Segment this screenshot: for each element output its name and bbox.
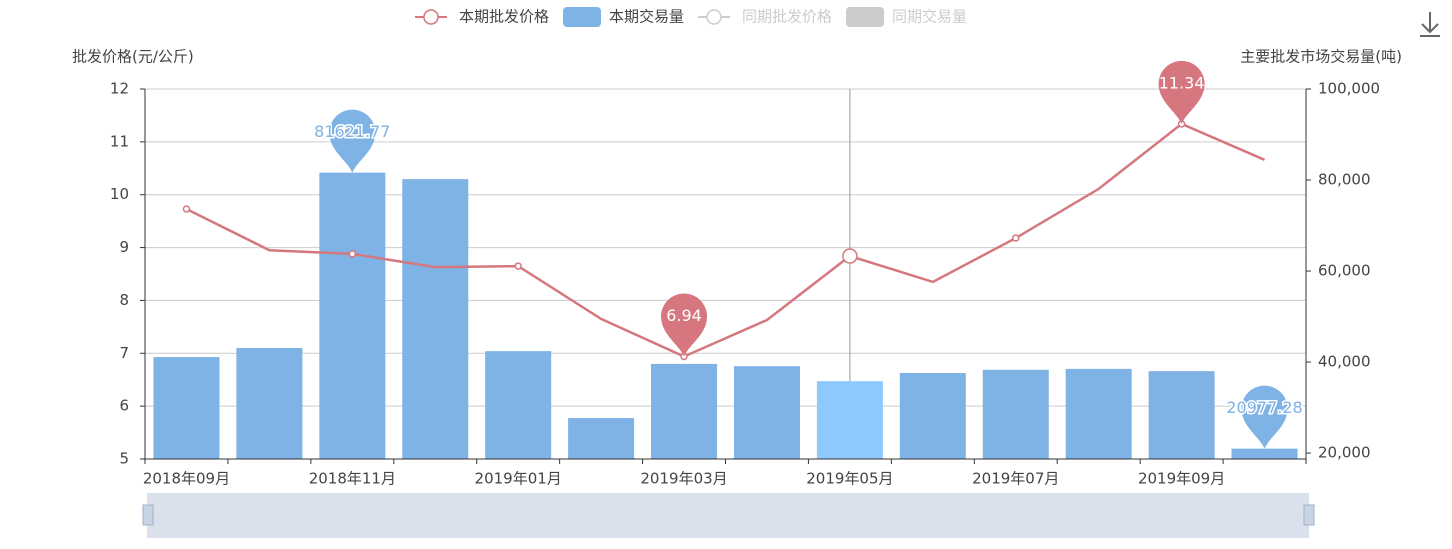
- y-tick-label: 10: [110, 185, 129, 203]
- marker-pin: [661, 293, 708, 357]
- line-point: [182, 205, 191, 213]
- x-tick-label: 2018年11月: [309, 470, 396, 488]
- data-zoom-slider[interactable]: [147, 493, 1309, 538]
- x-tick-label: 2019年09月: [1138, 470, 1225, 488]
- legend-label[interactable]: 同期批发价格: [742, 8, 832, 26]
- y2-tick-label: 100,000: [1318, 80, 1380, 98]
- bar: [319, 172, 386, 459]
- y2-axis-label: 主要批发市场交易量(吨): [1240, 48, 1402, 66]
- marker-pin: [1241, 385, 1288, 449]
- bar: [982, 369, 1049, 459]
- bar: [1065, 368, 1132, 459]
- bar: [402, 179, 469, 459]
- legend-icon: [706, 9, 722, 25]
- y2-tick-label: 40,000: [1318, 353, 1371, 371]
- x-tick-label: 2019年03月: [640, 470, 727, 488]
- y-tick-label: 7: [119, 344, 129, 362]
- line-point: [514, 262, 522, 270]
- y-tick-label: 6: [119, 397, 129, 415]
- zoom-handle-right[interactable]: [1303, 504, 1315, 526]
- y2-tick-label: 20,000: [1318, 444, 1371, 462]
- marker-label: 20977.28: [1226, 398, 1302, 417]
- line-point: [348, 250, 357, 258]
- legend-icon: [846, 7, 885, 27]
- marker-label: 11.34: [1159, 73, 1205, 92]
- bar: [153, 357, 220, 459]
- x-tick-label: 2018年09月: [143, 470, 230, 488]
- y-tick-label: 9: [119, 238, 129, 256]
- legend-icon: [563, 7, 602, 27]
- legend-label[interactable]: 本期批发价格: [459, 8, 549, 26]
- zoom-handle-left[interactable]: [142, 504, 154, 526]
- bar: [1231, 448, 1298, 459]
- y-tick-label: 8: [119, 291, 129, 309]
- bar: [816, 381, 883, 459]
- y-tick-label: 5: [119, 450, 129, 468]
- legend-label[interactable]: 本期交易量: [609, 8, 684, 26]
- x-tick-label: 2019年05月: [806, 470, 893, 488]
- bar: [568, 418, 635, 459]
- legend-icon: [423, 9, 439, 25]
- bar: [485, 351, 552, 459]
- y2-tick-label: 80,000: [1318, 171, 1371, 189]
- y-axis-label: 批发价格(元/公斤): [72, 48, 194, 66]
- y2-tick-label: 60,000: [1318, 262, 1371, 280]
- marker-label: 81621.77: [314, 122, 390, 141]
- bar: [899, 372, 966, 459]
- download-icon[interactable]: [1420, 12, 1440, 37]
- y-tick-label: 11: [110, 132, 129, 150]
- marker-label: 6.94: [666, 306, 702, 325]
- line: [185, 122, 1266, 358]
- bar: [1148, 371, 1215, 459]
- bar: [236, 347, 303, 459]
- marker-pin: [329, 109, 376, 173]
- y-tick-label: 12: [110, 80, 129, 98]
- line-point: [842, 248, 858, 264]
- x-tick-label: 2019年07月: [972, 470, 1059, 488]
- x-tick-label: 2019年01月: [475, 470, 562, 488]
- bar: [733, 366, 800, 459]
- bar: [651, 363, 718, 459]
- line-point: [1012, 234, 1020, 242]
- legend-label[interactable]: 同期交易量: [892, 8, 967, 26]
- marker-pin: [1158, 60, 1205, 124]
